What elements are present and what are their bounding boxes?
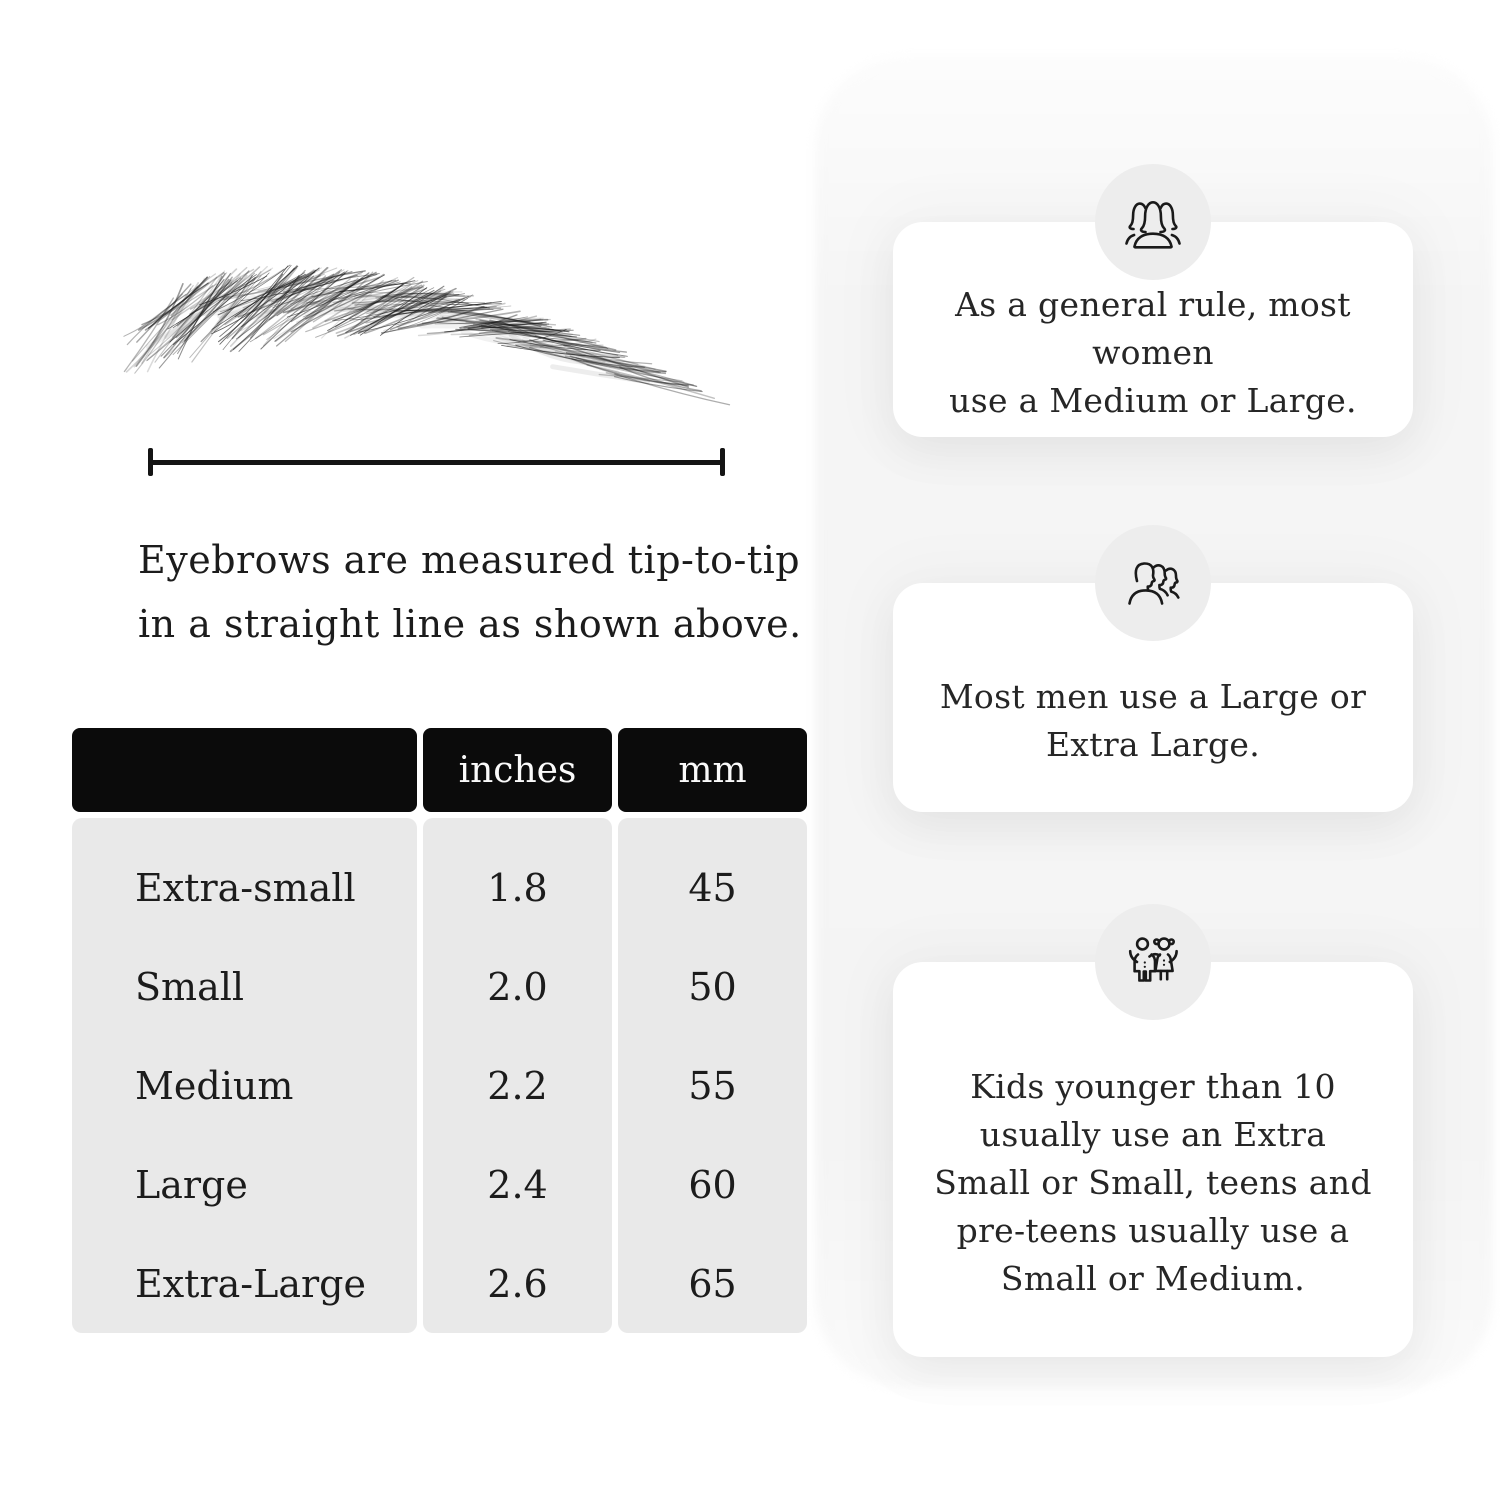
table-header-size <box>72 728 417 812</box>
measurement-bar <box>148 459 725 465</box>
women-group-icon <box>1125 201 1181 249</box>
size-cell: Extra-small <box>135 865 356 910</box>
mm-cell: 65 <box>688 1261 737 1306</box>
card-text-line: Kids younger than 10 <box>970 1066 1336 1106</box>
table-row: Extra-small 1.8 45 <box>72 838 807 937</box>
card-text-line: Small or Small, teens and <box>934 1162 1372 1202</box>
size-cell: Large <box>135 1162 248 1207</box>
table-body-column-size <box>72 818 417 1333</box>
measurement-caption: Eyebrows are measured tip-to-tip in a st… <box>138 528 802 656</box>
card-text-line: Small or Medium. <box>1000 1258 1306 1298</box>
kids-icon <box>1128 937 1178 982</box>
card-text-line: use a Medium or Large. <box>949 380 1357 420</box>
mm-cell: 50 <box>688 964 737 1009</box>
women-advice-card: As a general rule, most women use a Medi… <box>893 164 1413 437</box>
mm-cell: 55 <box>688 1063 737 1108</box>
table-row: Large 2.4 60 <box>72 1135 807 1234</box>
table-header-mm: mm <box>618 728 807 812</box>
men-advice-card: Most men use a Large or Extra Large. <box>893 525 1413 812</box>
kids-advice-card: Kids younger than 10 usually use an Extr… <box>893 904 1413 1357</box>
measurement-line <box>148 448 725 476</box>
measurement-right-tick <box>720 448 725 476</box>
eyebrow-illustration <box>115 258 731 413</box>
men-group-badge <box>1095 525 1211 641</box>
card-text-line: usually use an Extra <box>979 1114 1327 1154</box>
card-text-line: Most men use a Large or <box>939 676 1367 716</box>
size-cell: Extra-Large <box>135 1261 366 1306</box>
table-header-inches: inches <box>423 728 612 812</box>
table-row: Extra-Large 2.6 65 <box>72 1234 807 1333</box>
caption-line: Eyebrows are measured tip-to-tip <box>138 538 801 582</box>
inches-cell: 2.6 <box>487 1261 548 1306</box>
card-text-line: pre-teens usually use a <box>956 1210 1350 1250</box>
card-text-line: Extra Large. <box>1045 724 1260 764</box>
table-body-column-inches <box>423 818 612 1333</box>
inches-cell: 2.2 <box>487 1063 548 1108</box>
mm-cell: 60 <box>688 1162 737 1207</box>
inches-cell: 2.0 <box>487 964 548 1009</box>
mm-cell: 45 <box>688 865 737 910</box>
size-cell: Small <box>135 964 245 1009</box>
table-row: Medium 2.2 55 <box>72 1036 807 1135</box>
men-group-icon <box>1128 562 1180 605</box>
size-cell: Medium <box>135 1063 294 1108</box>
inches-cell: 1.8 <box>487 865 548 910</box>
caption-line: in a straight line as shown above. <box>138 602 802 646</box>
table-body-column-mm <box>618 818 807 1333</box>
kids-badge <box>1095 904 1211 1020</box>
inches-cell: 2.4 <box>487 1162 548 1207</box>
women-group-badge <box>1095 164 1211 280</box>
card-text-line: As a general rule, most women <box>955 284 1351 372</box>
table-row: Small 2.0 50 <box>72 937 807 1036</box>
